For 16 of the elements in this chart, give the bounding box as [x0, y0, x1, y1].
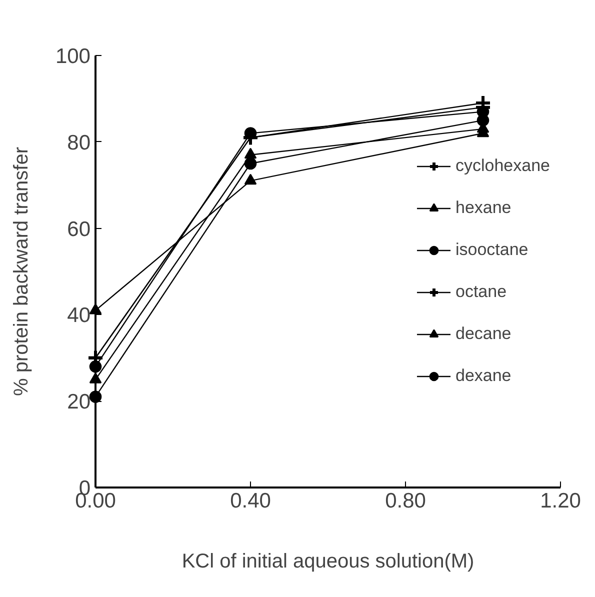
legend-label: cyclohexane — [455, 156, 550, 176]
y-tick-label: 80 — [67, 131, 90, 154]
legend-label: octane — [455, 282, 507, 302]
legend-label: decane — [455, 324, 512, 344]
y-tick-label: 100 — [55, 45, 91, 68]
x-tick-label: 1.20 — [540, 490, 581, 512]
y-tick-label: 40 — [67, 304, 90, 328]
legend-label: hexane — [455, 198, 512, 218]
x-tick-label: 0.40 — [230, 490, 271, 512]
legend-label: dexane — [455, 366, 512, 386]
y-tick-label: 20 — [67, 390, 90, 414]
x-tick-label: 0.80 — [385, 490, 426, 512]
x-axis-title: KCl of initial aqueous solution(M) — [182, 550, 474, 572]
y-axis-title: % protein backward transfer — [10, 146, 32, 396]
legend-label: isooctane — [455, 240, 528, 260]
y-tick-label: 60 — [67, 218, 90, 241]
